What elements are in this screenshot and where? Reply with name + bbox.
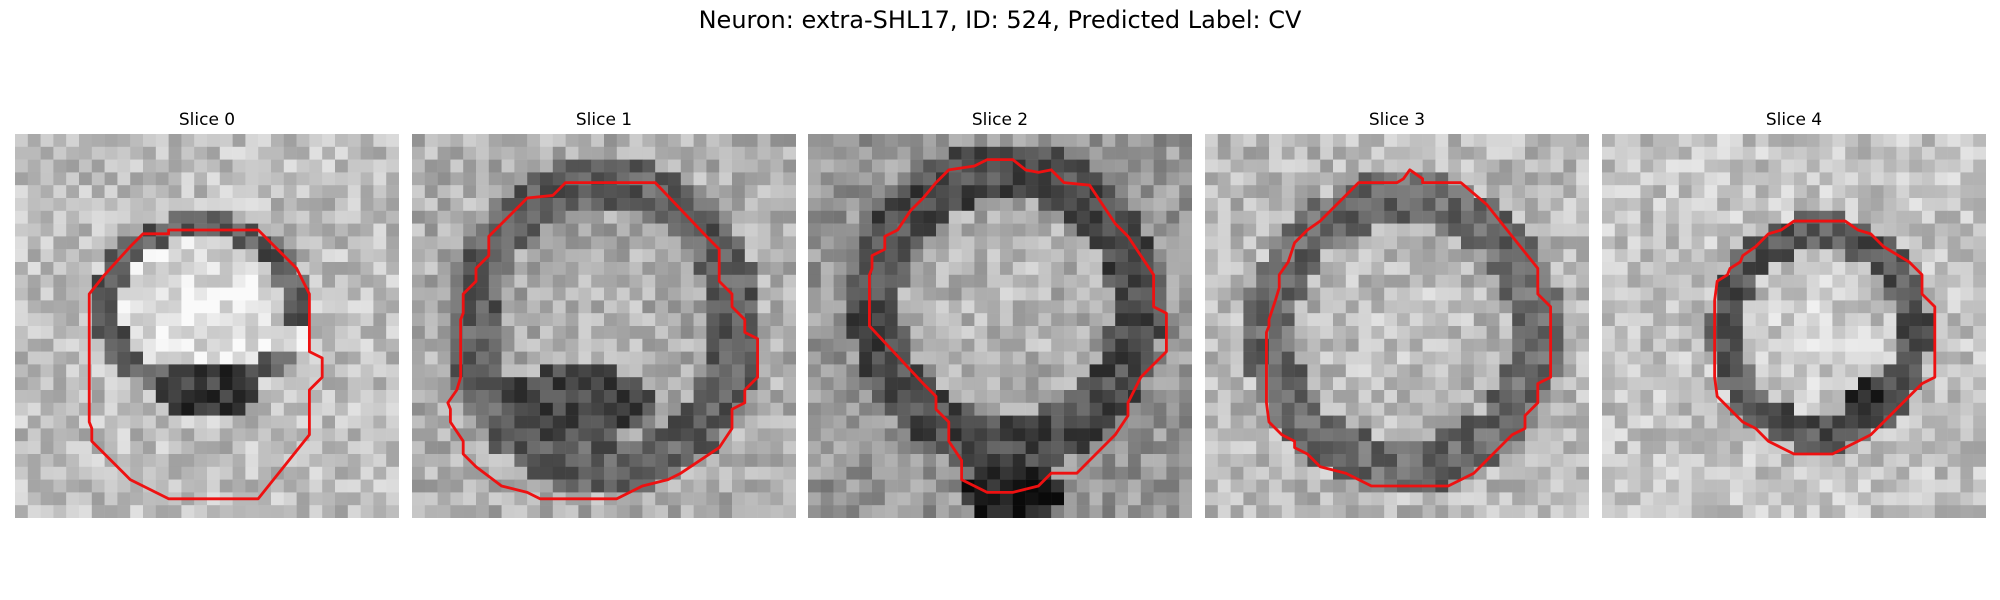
slice-image-0 <box>15 134 399 518</box>
contour-outline-2 <box>868 158 1168 494</box>
contour-outline-1 <box>446 181 760 501</box>
contour-outline-0 <box>87 228 324 501</box>
slice-title-3: Slice 3 <box>1368 110 1426 130</box>
contour-outline-3 <box>1265 168 1553 488</box>
contour-outline-4 <box>1713 219 1937 456</box>
slice-title-1: Slice 1 <box>575 110 633 130</box>
slice-image-2 <box>808 134 1192 518</box>
slice-image-3 <box>1205 134 1589 518</box>
slice-title-4: Slice 4 <box>1765 110 1823 130</box>
figure-title: Neuron: extra-SHL17, ID: 524, Predicted … <box>698 6 1302 34</box>
slice-title-0: Slice 0 <box>178 110 236 130</box>
slice-image-4 <box>1602 134 1986 518</box>
slice-image-1 <box>412 134 796 518</box>
slice-title-2: Slice 2 <box>971 110 1029 130</box>
